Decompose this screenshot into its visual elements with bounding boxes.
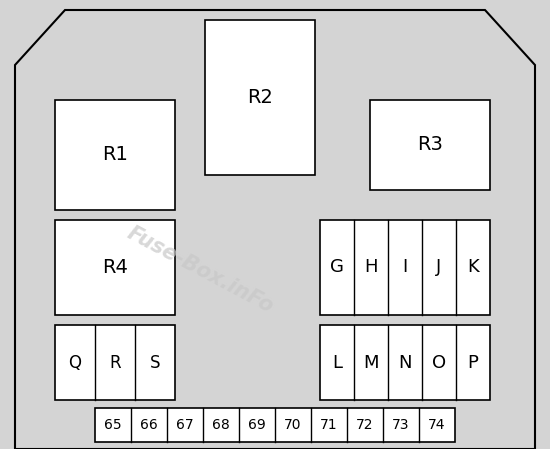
Bar <box>95 408 455 442</box>
Bar <box>55 220 175 315</box>
Text: Q: Q <box>69 353 81 371</box>
Text: R1: R1 <box>102 145 128 164</box>
Text: 72: 72 <box>356 418 374 432</box>
Text: 74: 74 <box>428 418 446 432</box>
Bar <box>320 325 490 400</box>
Text: 73: 73 <box>392 418 410 432</box>
Text: H: H <box>364 259 378 277</box>
Text: 65: 65 <box>104 418 122 432</box>
Text: N: N <box>398 353 412 371</box>
Text: 69: 69 <box>248 418 266 432</box>
Text: 67: 67 <box>176 418 194 432</box>
Text: 71: 71 <box>320 418 338 432</box>
Polygon shape <box>15 10 535 449</box>
Text: K: K <box>467 259 479 277</box>
Text: R3: R3 <box>417 136 443 154</box>
Text: S: S <box>150 353 160 371</box>
Text: R4: R4 <box>102 258 128 277</box>
Text: R: R <box>109 353 121 371</box>
Text: I: I <box>403 259 408 277</box>
Bar <box>205 20 315 175</box>
Text: J: J <box>436 259 442 277</box>
Text: R2: R2 <box>247 88 273 107</box>
Bar <box>370 100 490 190</box>
Text: G: G <box>330 259 344 277</box>
Text: P: P <box>468 353 478 371</box>
Text: 70: 70 <box>284 418 302 432</box>
Bar <box>55 325 175 400</box>
Text: Fuse-Box.inFo: Fuse-Box.inFo <box>123 223 277 317</box>
Text: O: O <box>432 353 446 371</box>
Text: 68: 68 <box>212 418 230 432</box>
Bar <box>55 100 175 210</box>
Text: L: L <box>332 353 342 371</box>
Bar <box>320 220 490 315</box>
Text: 66: 66 <box>140 418 158 432</box>
Text: M: M <box>363 353 379 371</box>
